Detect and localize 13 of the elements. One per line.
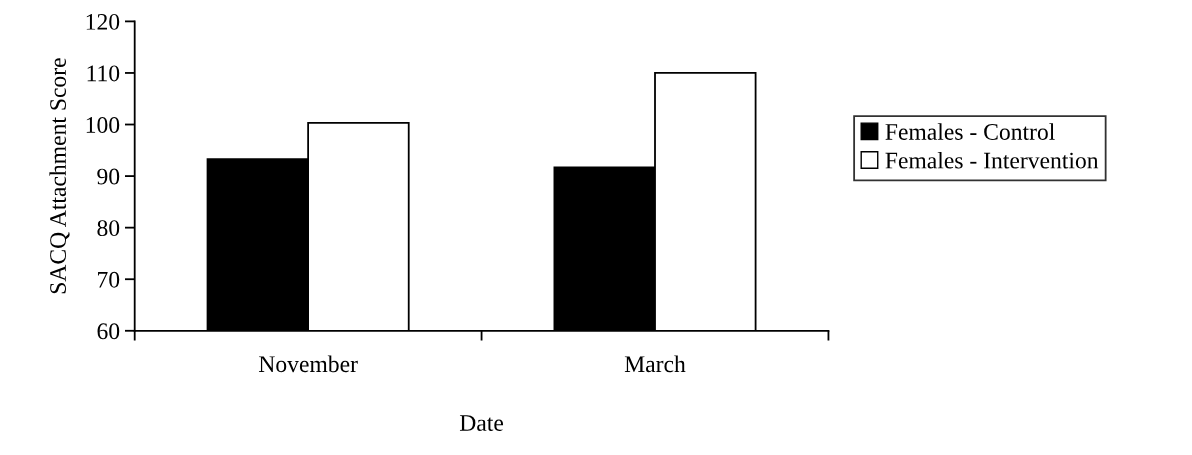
y-tick-label: 120 [86, 13, 120, 30]
y-tick-label: 70 [98, 271, 120, 288]
legend-label: Females - Intervention [885, 151, 1099, 169]
y-tick-label: 90 [97, 168, 120, 185]
y-tick-label: 80 [97, 220, 120, 237]
y-axis-title: SACQ Attachment Score [49, 58, 70, 294]
y-tick-label: 110 [87, 65, 120, 82]
y-tick-label: 100 [86, 117, 120, 133]
y-tick-label: 60 [97, 323, 120, 340]
legend-label: Females - Control [885, 123, 1055, 140]
x-tick-label: March [624, 355, 686, 373]
x-tick-label: November [258, 355, 358, 373]
x-axis-title: Date [459, 415, 504, 431]
